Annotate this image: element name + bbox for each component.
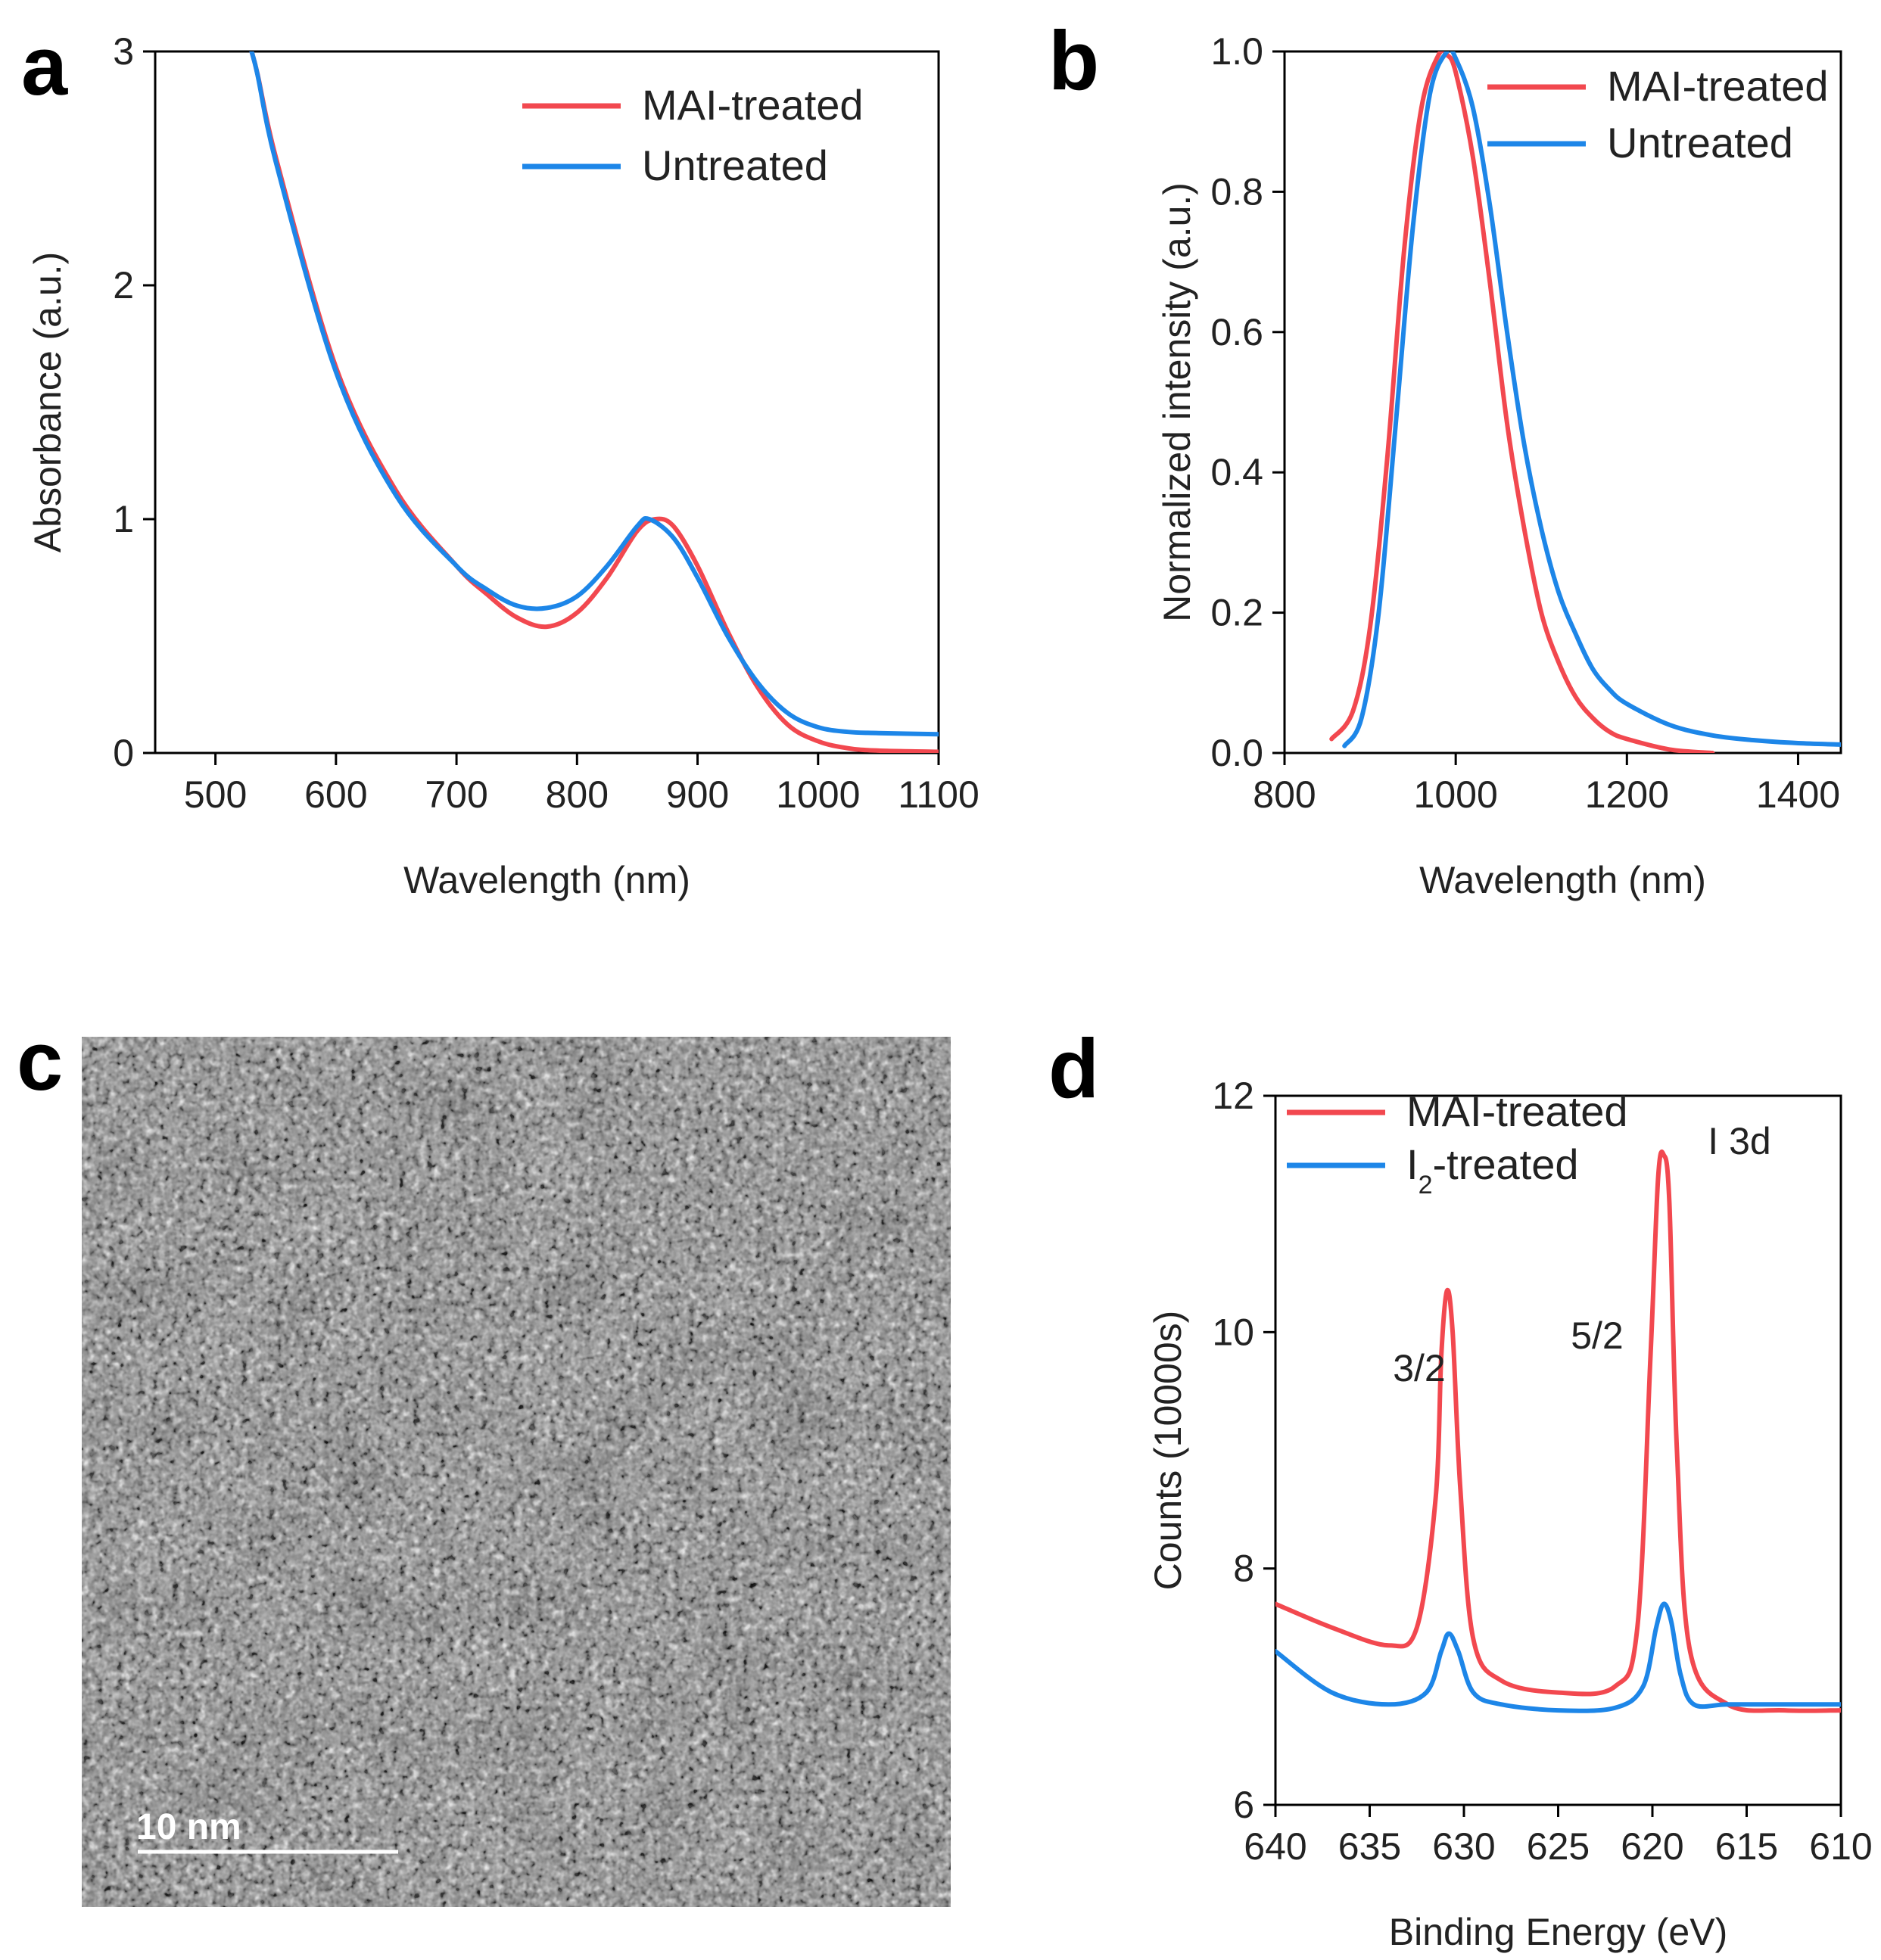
legend-label: MAI-treated <box>642 81 864 129</box>
absorbance-chart: 500 600 700 800 900 1000 1100 0 1 2 3 Wavelength (n… <box>26 30 979 901</box>
series-line-untreated <box>249 51 939 737</box>
legend-label: Untreated <box>642 142 828 189</box>
x-tick-label: 635 <box>1338 1825 1401 1868</box>
x-tick-label: 640 <box>1244 1825 1306 1868</box>
peak-annotation: 3/2 <box>1393 1347 1446 1389</box>
y-axis-title: Absorbance (a.u.) <box>26 252 69 552</box>
panel-letter-c: c <box>17 1015 63 1108</box>
y-tick-label: 0.6 <box>1210 311 1263 353</box>
x-tick-label: 700 <box>425 773 487 816</box>
legend: MAI-treated I2-treated <box>1287 1087 1628 1199</box>
tem-contrast-blotches <box>82 1037 951 1907</box>
series-line-mai-treated <box>1275 1150 1841 1713</box>
y-tick-label: 10 <box>1212 1311 1254 1353</box>
plot-frame <box>1274 1094 1842 1806</box>
y-tick-label: 0.8 <box>1210 170 1263 213</box>
y-tick-label: 2 <box>113 264 134 306</box>
y-tick-label: 1.0 <box>1210 30 1263 73</box>
series-line-untreated <box>1342 51 1841 748</box>
x-axis-title: Wavelength (nm) <box>1419 859 1706 901</box>
legend-label: I2-treated <box>1406 1140 1578 1199</box>
x-tick-label: 500 <box>184 773 247 816</box>
x-tick-label: 615 <box>1715 1825 1778 1868</box>
y-tick-label: 8 <box>1233 1548 1254 1590</box>
legend: MAI-treated Untreated <box>522 81 864 189</box>
tem-image: 10 nm <box>82 1037 951 1907</box>
x-tick-label: 630 <box>1432 1825 1495 1868</box>
photoluminescence-chart: 800 1000 1200 1400 0.0 0.2 0.4 0.6 0.8 1.0 Wavelen… <box>1156 30 1842 901</box>
x-tick-label: 1400 <box>1756 773 1840 816</box>
x-tick-label: 800 <box>546 773 609 816</box>
x-tick-label: 625 <box>1527 1825 1590 1868</box>
panel-letter-a: a <box>21 20 68 113</box>
peak-annotation: 5/2 <box>1571 1314 1624 1357</box>
plot-frame <box>1283 50 1842 754</box>
x-tick-label: 1000 <box>776 773 860 816</box>
x-tick-label: 900 <box>666 773 729 816</box>
x-tick-label: 1000 <box>1414 773 1498 816</box>
x-axis-title: Wavelength (nm) <box>403 859 690 901</box>
x-tick-label: 1100 <box>898 773 979 816</box>
x-tick-label: 620 <box>1621 1825 1683 1868</box>
y-axis-title: Normalized intensity (a.u.) <box>1156 182 1198 622</box>
y-tick-label: 12 <box>1212 1075 1254 1117</box>
plot-frame <box>154 50 940 754</box>
scale-bar-label: 10 nm <box>136 1807 241 1847</box>
y-tick-label: 0.0 <box>1210 732 1263 774</box>
legend-label: MAI-treated <box>1406 1087 1628 1135</box>
panel-letter-d: d <box>1048 1022 1099 1115</box>
peak-annotation: I 3d <box>1708 1120 1770 1162</box>
y-tick-label: 6 <box>1233 1784 1254 1826</box>
y-tick-label: 0.4 <box>1210 451 1263 493</box>
legend-label: MAI-treated <box>1607 62 1829 110</box>
x-tick-label: 800 <box>1253 773 1316 816</box>
series-line-mai-treated <box>1329 51 1715 753</box>
panel-letter-b: b <box>1048 14 1099 107</box>
xps-chart: 640 635 630 625 620 615 610 6 8 10 12 Binding Energ… <box>1147 1075 1873 1953</box>
x-axis-title: Binding Energy (eV) <box>1389 1911 1727 1953</box>
legend-label: Untreated <box>1607 119 1793 166</box>
y-tick-label: 0.2 <box>1210 592 1263 634</box>
y-tick-label: 0 <box>113 732 134 774</box>
x-tick-label: 600 <box>304 773 367 816</box>
y-tick-label: 1 <box>113 498 134 540</box>
y-axis-title: Counts (10000s) <box>1147 1311 1189 1591</box>
x-tick-label: 610 <box>1809 1825 1872 1868</box>
legend: MAI-treated Untreated <box>1487 62 1829 166</box>
y-tick-label: 3 <box>113 30 134 73</box>
series-line-i2-treated <box>1275 1601 1841 1713</box>
x-tick-label: 1200 <box>1585 773 1669 816</box>
